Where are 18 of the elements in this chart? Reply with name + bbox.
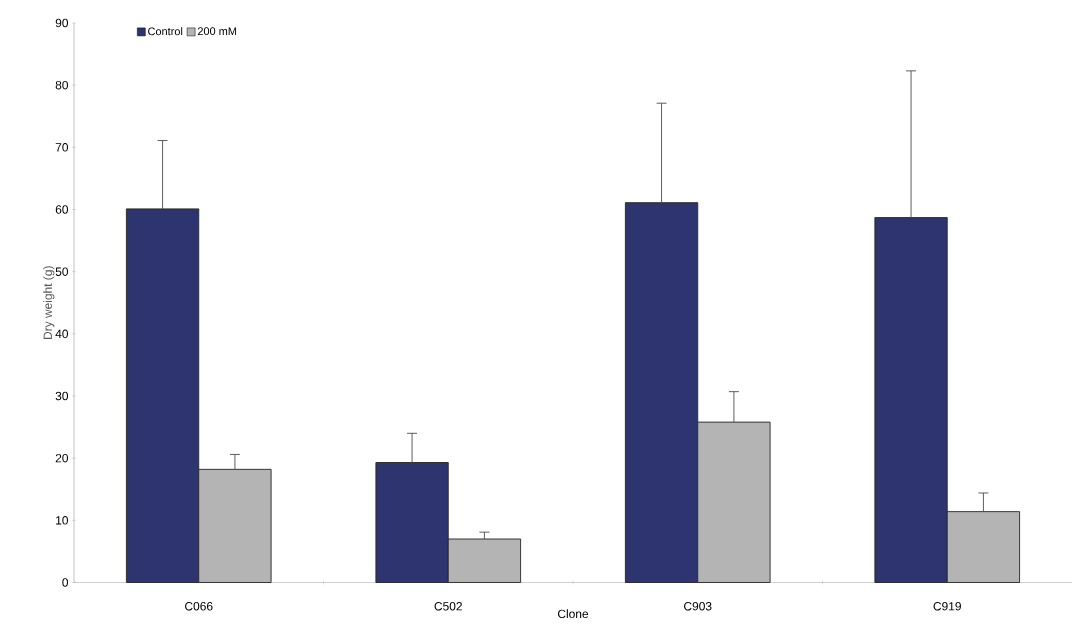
- legend-label: 200 mM: [197, 27, 237, 36]
- y-tick-label: 70: [55, 143, 69, 152]
- legend-label: Control: [148, 27, 183, 36]
- y-tick-label: 30: [55, 391, 69, 401]
- y-tick-label: 50: [55, 267, 69, 276]
- y-axis-title: Dry weight (g): [43, 266, 55, 339]
- x-axis-title: Clone: [557, 609, 589, 619]
- y-tick-label: 90: [55, 18, 69, 28]
- y-tick-label: 80: [55, 80, 69, 90]
- y-tick-label: 0: [62, 578, 69, 587]
- y-tick-label: 40: [55, 329, 69, 339]
- x-tick-label: C919: [933, 602, 961, 611]
- x-tick-label: C502: [434, 602, 462, 611]
- x-tick-label: C066: [185, 602, 213, 611]
- x-tick-label: C903: [684, 602, 712, 611]
- y-tick-label: 60: [55, 205, 69, 214]
- y-tick-label: 10: [56, 516, 69, 525]
- y-tick-label: 20: [55, 453, 69, 463]
